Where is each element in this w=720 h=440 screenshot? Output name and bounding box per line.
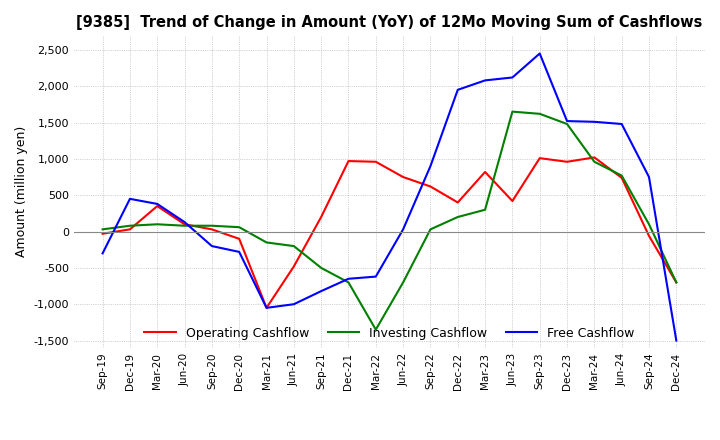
Investing Cashflow <box>262 240 271 245</box>
Investing Cashflow <box>426 227 435 232</box>
Free Cashflow <box>454 87 462 92</box>
Investing Cashflow <box>617 173 626 178</box>
Free Cashflow <box>508 75 517 80</box>
Line: Free Cashflow: Free Cashflow <box>103 54 676 341</box>
Investing Cashflow <box>372 327 380 332</box>
Operating Cashflow <box>153 203 161 209</box>
Free Cashflow <box>399 227 408 232</box>
Investing Cashflow <box>399 280 408 285</box>
Free Cashflow <box>481 78 490 83</box>
Investing Cashflow <box>536 111 544 117</box>
Operating Cashflow <box>344 158 353 164</box>
Free Cashflow <box>289 301 298 307</box>
Operating Cashflow <box>289 264 298 269</box>
Title: [9385]  Trend of Change in Amount (YoY) of 12Mo Moving Sum of Cashflows: [9385] Trend of Change in Amount (YoY) o… <box>76 15 703 30</box>
Free Cashflow <box>563 118 572 124</box>
Legend: Operating Cashflow, Investing Cashflow, Free Cashflow: Operating Cashflow, Investing Cashflow, … <box>140 322 639 345</box>
Investing Cashflow <box>672 280 680 285</box>
Operating Cashflow <box>317 214 325 220</box>
Investing Cashflow <box>454 214 462 220</box>
Y-axis label: Amount (million yen): Amount (million yen) <box>15 126 28 257</box>
Operating Cashflow <box>536 155 544 161</box>
Investing Cashflow <box>508 109 517 114</box>
Free Cashflow <box>153 201 161 206</box>
Free Cashflow <box>207 243 216 249</box>
Free Cashflow <box>235 249 243 254</box>
Investing Cashflow <box>99 227 107 232</box>
Investing Cashflow <box>153 222 161 227</box>
Operating Cashflow <box>563 159 572 165</box>
Investing Cashflow <box>481 207 490 213</box>
Operating Cashflow <box>125 227 134 232</box>
Investing Cashflow <box>317 265 325 271</box>
Investing Cashflow <box>590 159 598 165</box>
Investing Cashflow <box>289 243 298 249</box>
Operating Cashflow <box>207 227 216 232</box>
Free Cashflow <box>372 274 380 279</box>
Operating Cashflow <box>617 175 626 180</box>
Operating Cashflow <box>672 280 680 285</box>
Operating Cashflow <box>262 305 271 311</box>
Operating Cashflow <box>235 236 243 242</box>
Investing Cashflow <box>563 121 572 127</box>
Free Cashflow <box>317 289 325 294</box>
Operating Cashflow <box>454 200 462 205</box>
Investing Cashflow <box>180 223 189 228</box>
Free Cashflow <box>262 305 271 311</box>
Free Cashflow <box>644 174 653 180</box>
Operating Cashflow <box>180 222 189 227</box>
Line: Operating Cashflow: Operating Cashflow <box>103 158 676 308</box>
Operating Cashflow <box>644 233 653 238</box>
Operating Cashflow <box>508 198 517 204</box>
Line: Investing Cashflow: Investing Cashflow <box>103 112 676 330</box>
Investing Cashflow <box>344 280 353 285</box>
Investing Cashflow <box>644 222 653 227</box>
Free Cashflow <box>672 338 680 343</box>
Operating Cashflow <box>372 159 380 165</box>
Free Cashflow <box>590 119 598 125</box>
Free Cashflow <box>536 51 544 56</box>
Operating Cashflow <box>399 174 408 180</box>
Investing Cashflow <box>235 224 243 230</box>
Investing Cashflow <box>207 223 216 228</box>
Free Cashflow <box>617 121 626 127</box>
Free Cashflow <box>125 196 134 202</box>
Free Cashflow <box>344 276 353 282</box>
Operating Cashflow <box>426 184 435 189</box>
Operating Cashflow <box>481 169 490 175</box>
Free Cashflow <box>180 220 189 225</box>
Operating Cashflow <box>99 231 107 236</box>
Operating Cashflow <box>590 155 598 160</box>
Free Cashflow <box>426 164 435 169</box>
Free Cashflow <box>99 251 107 256</box>
Investing Cashflow <box>125 223 134 228</box>
